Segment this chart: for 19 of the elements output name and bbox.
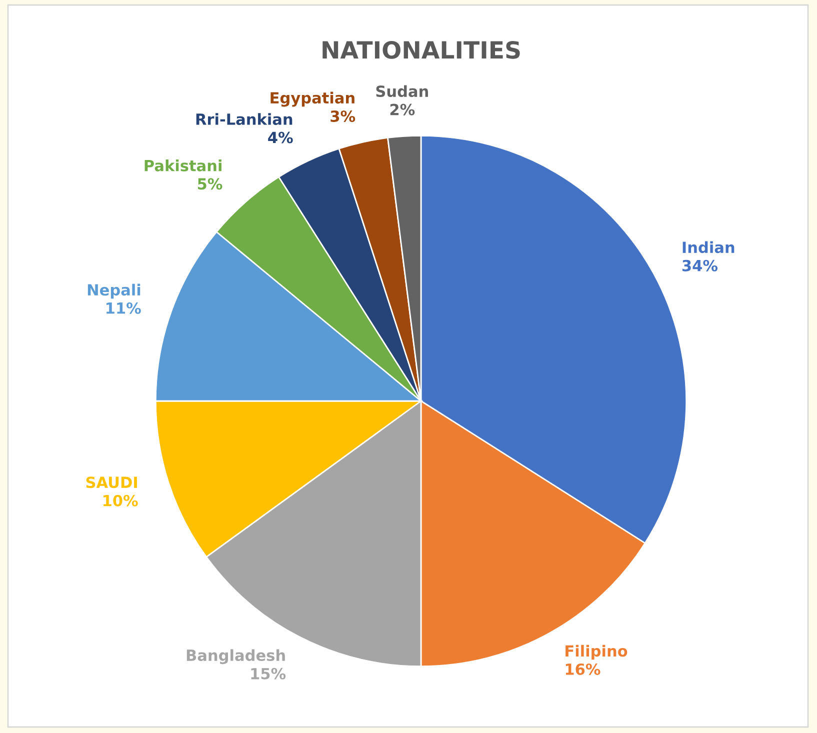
data-label: 11% xyxy=(106,302,141,314)
slice-label: Egypatian xyxy=(270,92,354,107)
data-label: 2% xyxy=(390,104,415,116)
slice-label: Nepali xyxy=(88,284,140,299)
slice-label: Pakistani xyxy=(144,160,222,172)
slice-label: SAUDI xyxy=(86,476,137,488)
data-label: 15% xyxy=(251,668,286,680)
data-label: 3% xyxy=(330,110,356,122)
slice-label: Rri-Lankian xyxy=(196,113,292,125)
data-label: 10% xyxy=(104,494,138,506)
data-label: 4% xyxy=(268,132,293,144)
slice-label: Sudan xyxy=(376,85,428,98)
data-label: 5% xyxy=(198,178,222,190)
slice-label: Bangladesh xyxy=(186,649,285,664)
chart-title: NATIONALITIES xyxy=(322,40,520,59)
slice-label: Filipino xyxy=(566,644,628,660)
slice-label: Indian xyxy=(682,241,734,254)
data-label: 34% xyxy=(682,260,718,272)
data-label: 16% xyxy=(566,663,600,675)
